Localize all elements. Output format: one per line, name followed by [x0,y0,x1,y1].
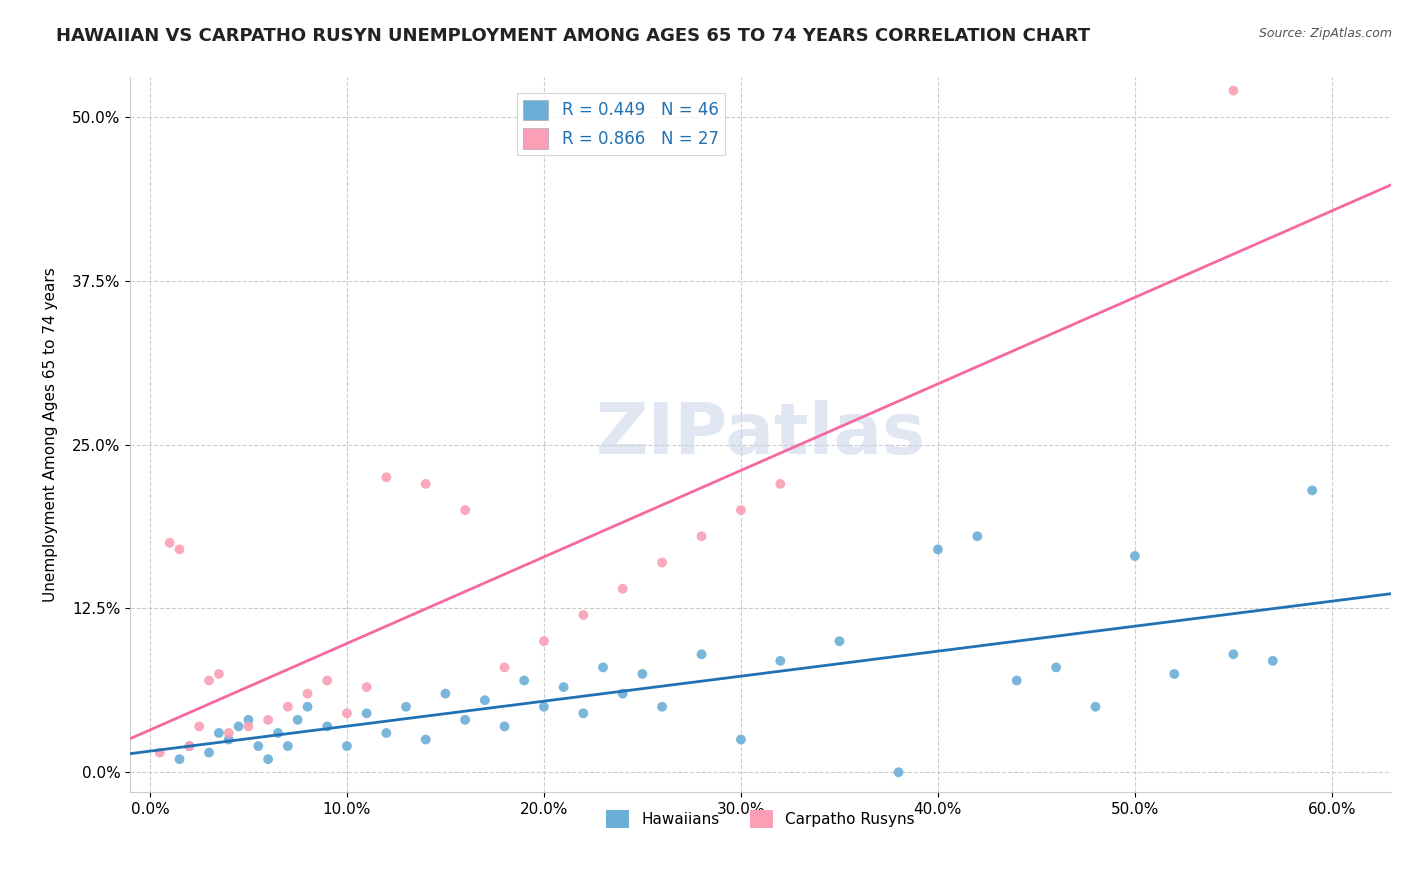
Point [395,699,418,714]
Point [238,713,260,727]
Point [188,719,211,733]
Point [1261,654,1284,668]
Point [169,752,191,766]
Point [316,673,339,688]
Point [257,752,280,766]
Point [198,746,221,760]
Point [356,706,378,721]
Point [730,732,752,747]
Point [336,706,359,721]
Point [966,529,988,543]
Point [287,713,309,727]
Point [375,470,398,484]
Point [1222,648,1244,662]
Point [169,542,191,557]
Point [198,673,221,688]
Point [572,706,595,721]
Point [228,719,250,733]
Point [651,556,673,570]
Point [336,739,359,753]
Point [218,726,240,740]
Point [730,503,752,517]
Point [247,739,270,753]
Point [612,582,634,596]
Point [828,634,851,648]
Legend: Hawaiians, Carpatho Rusyns: Hawaiians, Carpatho Rusyns [600,804,921,834]
Point [690,648,713,662]
Point [1301,483,1323,498]
Point [454,713,477,727]
Point [887,765,910,780]
Point [631,667,654,681]
Point [592,660,614,674]
Text: ZIPatlas: ZIPatlas [596,401,925,469]
Point [1123,549,1146,563]
Point [149,746,172,760]
Point [218,732,240,747]
Point [179,739,201,753]
Point [267,726,290,740]
Point [612,687,634,701]
Point [651,699,673,714]
Y-axis label: Unemployment Among Ages 65 to 74 years: Unemployment Among Ages 65 to 74 years [44,268,58,602]
Point [533,699,555,714]
Point [297,699,319,714]
Point [572,607,595,622]
Point [1084,699,1107,714]
Point [434,687,457,701]
Point [1222,84,1244,98]
Point [1163,667,1185,681]
Point [769,654,792,668]
Point [494,719,516,733]
Point [297,687,319,701]
Point [356,680,378,694]
Point [533,634,555,648]
Point [257,713,280,727]
Point [277,739,299,753]
Point [415,732,437,747]
Point [375,726,398,740]
Point [1005,673,1028,688]
Text: HAWAIIAN VS CARPATHO RUSYN UNEMPLOYMENT AMONG AGES 65 TO 74 YEARS CORRELATION CH: HAWAIIAN VS CARPATHO RUSYN UNEMPLOYMENT … [56,27,1091,45]
Point [415,476,437,491]
Point [690,529,713,543]
Point [208,667,231,681]
Point [474,693,496,707]
Point [208,726,231,740]
Point [1045,660,1067,674]
Point [553,680,575,694]
Point [454,503,477,517]
Point [769,476,792,491]
Point [277,699,299,714]
Point [494,660,516,674]
Point [179,739,201,753]
Text: Source: ZipAtlas.com: Source: ZipAtlas.com [1258,27,1392,40]
Point [513,673,536,688]
Point [238,719,260,733]
Point [159,536,181,550]
Point [927,542,949,557]
Point [316,719,339,733]
